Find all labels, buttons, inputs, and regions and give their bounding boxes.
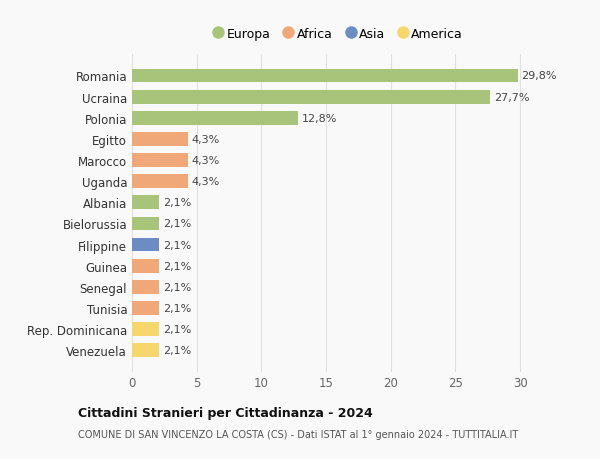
- Text: 2,1%: 2,1%: [163, 325, 191, 335]
- Text: 27,7%: 27,7%: [494, 92, 530, 102]
- Text: 4,3%: 4,3%: [191, 177, 220, 187]
- Text: 2,1%: 2,1%: [163, 219, 191, 229]
- Text: 2,1%: 2,1%: [163, 240, 191, 250]
- Bar: [132, 69, 518, 83]
- Bar: [132, 196, 159, 210]
- Text: 2,1%: 2,1%: [163, 282, 191, 292]
- Text: Cittadini Stranieri per Cittadinanza - 2024: Cittadini Stranieri per Cittadinanza - 2…: [78, 406, 373, 419]
- Bar: [132, 133, 188, 146]
- Legend: Europa, Africa, Asia, America: Europa, Africa, Asia, America: [210, 23, 468, 46]
- Text: 12,8%: 12,8%: [301, 113, 337, 123]
- Bar: [132, 344, 159, 358]
- Text: 2,1%: 2,1%: [163, 198, 191, 208]
- Bar: [132, 302, 159, 315]
- Bar: [132, 259, 159, 273]
- Text: COMUNE DI SAN VINCENZO LA COSTA (CS) - Dati ISTAT al 1° gennaio 2024 - TUTTITALI: COMUNE DI SAN VINCENZO LA COSTA (CS) - D…: [78, 429, 518, 439]
- Bar: [132, 112, 298, 125]
- Bar: [132, 90, 490, 104]
- Bar: [132, 323, 159, 336]
- Text: 4,3%: 4,3%: [191, 134, 220, 145]
- Text: 4,3%: 4,3%: [191, 156, 220, 166]
- Bar: [132, 175, 188, 189]
- Bar: [132, 154, 188, 168]
- Bar: [132, 217, 159, 231]
- Text: 2,1%: 2,1%: [163, 303, 191, 313]
- Bar: [132, 238, 159, 252]
- Text: 29,8%: 29,8%: [521, 71, 557, 81]
- Text: 2,1%: 2,1%: [163, 346, 191, 356]
- Text: 2,1%: 2,1%: [163, 261, 191, 271]
- Bar: [132, 280, 159, 294]
